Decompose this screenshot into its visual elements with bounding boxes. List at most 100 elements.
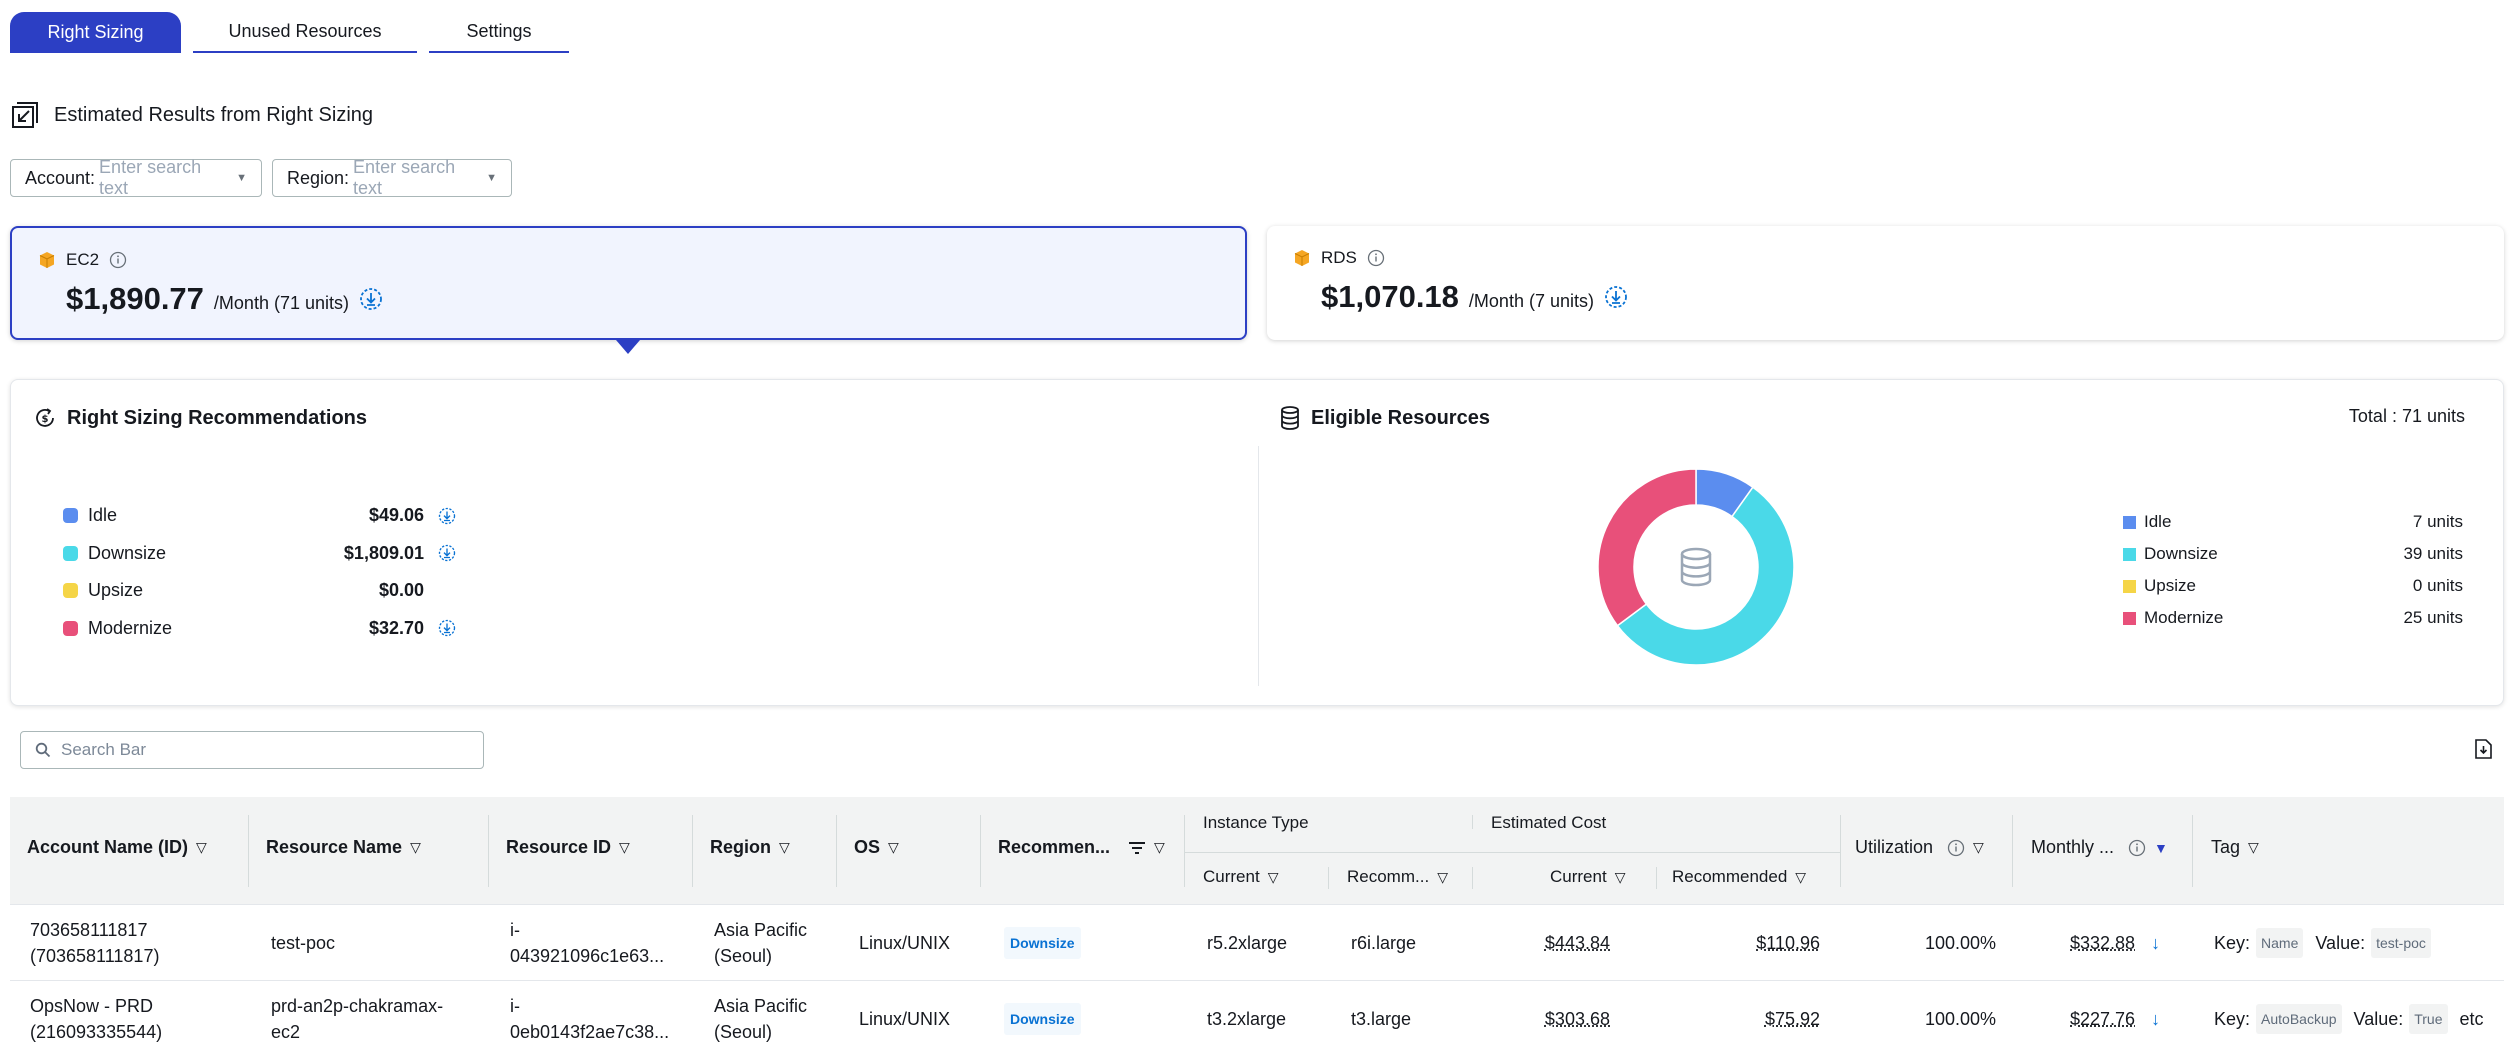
modernize-color-square (2123, 611, 2136, 625)
table-row[interactable]: 703658111817 (703658111817) test-poc i- 04… (10, 905, 2504, 981)
item-amount: $49.06 (368, 505, 424, 526)
eligible-donut-chart (1597, 468, 1795, 666)
sort-icon[interactable]: ▽ (888, 839, 899, 855)
cube-icon (39, 252, 55, 268)
cell-resource-name: prd-an2p-chakramax-ec2 (271, 981, 443, 1052)
tab-unused-resources[interactable]: Unused Resources (193, 12, 417, 53)
item-amount: $32.70 (368, 617, 424, 638)
recommendations-title: Right Sizing Recommendations (67, 406, 368, 429)
group-label: Instance Type (1203, 813, 1309, 832)
sort-icon[interactable]: ▽ (196, 839, 207, 855)
info-icon[interactable] (1367, 249, 1385, 267)
col-ec-recommended[interactable]: Recommended ▽ (1672, 867, 1806, 887)
item-count: 0 units (2412, 576, 2463, 595)
rds-amount: $1,070.18 (1321, 279, 1459, 314)
sort-icon[interactable]: ▽ (619, 839, 630, 855)
col-tag[interactable]: Tag ▽ (2211, 837, 2259, 858)
export-file-icon[interactable] (2472, 738, 2494, 760)
download-icon[interactable] (1604, 285, 1628, 309)
monthly-savings[interactable]: $227.76 (2070, 1009, 2136, 1029)
ec2-cost-card[interactable]: EC2 $1,890.77 /Month (71 units) (10, 226, 1247, 340)
sort-icon[interactable]: ▽ (1795, 868, 1807, 885)
col-region[interactable]: Region ▽ (710, 837, 790, 858)
account-filter-placeholder[interactable]: Enter search text (99, 157, 202, 198)
item-count: 25 units (2403, 608, 2463, 627)
sort-icon[interactable]: ▽ (1154, 839, 1165, 855)
sort-desc-icon[interactable]: ▼ (2154, 839, 2168, 856)
filter-icon[interactable] (1128, 841, 1146, 855)
donut-segment-downsize[interactable] (1616, 486, 1795, 666)
cost-recommended[interactable]: $75.92 (1764, 1009, 1820, 1029)
region-filter[interactable]: Region: Enter search text ▼ (272, 157, 512, 198)
cost-current[interactable]: $443.84 (1544, 933, 1610, 953)
list-item: Idle $49.06 (63, 497, 463, 535)
search-input[interactable]: Search Bar (20, 731, 484, 769)
col-divider (1328, 867, 1329, 889)
tag-value: True (2409, 1004, 2448, 1034)
tab-settings[interactable]: Settings (429, 12, 569, 53)
tag-more[interactable]: etc (2459, 1009, 2484, 1029)
info-icon[interactable] (2128, 839, 2146, 857)
rds-card-title: RDS (1321, 248, 1357, 267)
monthly-savings[interactable]: $332.88 (2070, 933, 2136, 953)
sort-icon[interactable]: ▽ (1973, 839, 1984, 855)
utilization: 100.00% (1924, 1009, 1996, 1029)
cell-utilization: 100.00% (1925, 905, 1996, 981)
rds-cost-card[interactable]: RDS $1,070.18 /Month (7 units) (1267, 226, 2504, 340)
section-header: Estimated Results from Right Sizing (10, 100, 373, 130)
item-amount: $1,809.01 (343, 542, 424, 563)
col-resource-id[interactable]: Resource ID ▽ (506, 837, 630, 858)
tab-right-sizing[interactable]: Right Sizing (10, 12, 181, 53)
sort-icon[interactable]: ▽ (2248, 839, 2259, 855)
cost-recommended[interactable]: $110.96 (1756, 933, 1820, 953)
tag-key: AutoBackup (2256, 1004, 2342, 1034)
col-divider (980, 815, 981, 887)
region-filter-placeholder[interactable]: Enter search text (353, 157, 456, 198)
col-it-current[interactable]: Current ▽ (1203, 867, 1278, 887)
info-icon[interactable] (109, 251, 127, 269)
donut-segment-modernize[interactable] (1597, 468, 1697, 627)
col-monthly[interactable]: Monthly ... ▼ (2031, 837, 2168, 858)
sort-icon[interactable]: ▽ (1614, 868, 1626, 885)
col-label: Recomm... (1347, 867, 1430, 886)
cell-it-recommended: t3.large (1351, 981, 1411, 1052)
arrow-down-icon: ↓ (2151, 1009, 2161, 1029)
col-resource-name[interactable]: Resource Name ▽ (266, 837, 421, 858)
sort-icon[interactable]: ▽ (1267, 868, 1279, 885)
cell-cost-recommended: $110.96 (1756, 905, 1820, 981)
col-utilization[interactable]: Utilization ▽ (1855, 837, 1984, 858)
region-cont: (Seoul) (714, 946, 773, 966)
account-filter[interactable]: Account: Enter search text ▼ (10, 157, 262, 198)
account-id: (703658111817) (30, 946, 160, 966)
col-ec-current[interactable]: Current ▽ (1550, 867, 1625, 887)
col-label: Resource Name (266, 837, 403, 857)
col-os[interactable]: OS ▽ (854, 837, 899, 858)
page-title: Estimated Results from Right Sizing (54, 103, 374, 126)
download-icon[interactable] (359, 287, 383, 311)
download-icon[interactable] (438, 507, 456, 525)
cell-resource-id: i- 0eb0143f2ae7c38... (510, 981, 669, 1052)
item-count: 7 units (2412, 512, 2463, 531)
item-label: Modernize (2144, 608, 2224, 627)
col-label: Resource ID (506, 837, 612, 857)
table-row[interactable]: OpsNow - PRD (216093335544) prd-an2p-chak… (10, 981, 2504, 1052)
info-icon[interactable] (1947, 839, 1965, 857)
cell-region: Asia Pacific (Seoul) (714, 981, 807, 1052)
idle-color-dot (63, 508, 78, 524)
resource-name: test-poc (271, 933, 336, 953)
col-recommendation[interactable]: Recommen... ▽ (998, 837, 1165, 858)
col-account[interactable]: Account Name (ID) ▽ (27, 837, 207, 858)
download-icon[interactable] (438, 544, 456, 562)
item-label: Downsize (88, 542, 167, 563)
sort-icon[interactable]: ▽ (410, 839, 421, 855)
cell-region: Asia Pacific (Seoul) (714, 905, 807, 981)
item-label: Upsize (88, 580, 144, 601)
col-it-recommended[interactable]: Recomm... ▽ (1347, 867, 1448, 887)
filter-bar: Account: Enter search text ▼ Region: Ent… (10, 157, 512, 198)
cost-current[interactable]: $303.68 (1544, 1009, 1610, 1029)
search-icon (35, 742, 51, 758)
download-icon[interactable] (438, 619, 456, 637)
chevron-down-icon: ▼ (236, 172, 247, 184)
sort-icon[interactable]: ▽ (779, 839, 790, 855)
sort-icon[interactable]: ▽ (1437, 868, 1448, 885)
